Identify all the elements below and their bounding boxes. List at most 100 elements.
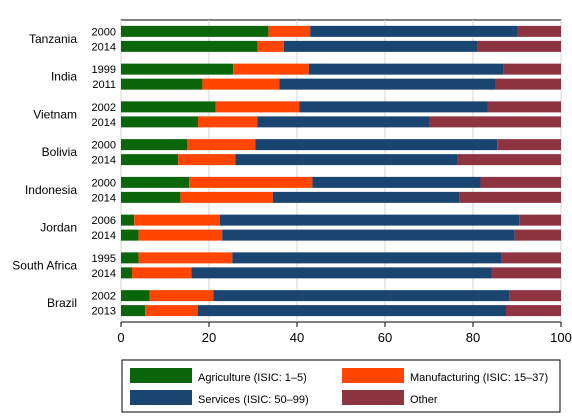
bar-segment — [268, 25, 311, 37]
bar-segment — [121, 229, 139, 241]
year-label: 2000 — [92, 140, 116, 152]
legend-box — [121, 359, 561, 413]
bar-segment — [487, 101, 561, 113]
bar-segment — [497, 139, 561, 151]
bar-segment — [198, 116, 258, 128]
bar-segment — [178, 154, 236, 166]
bar-segment — [310, 25, 518, 37]
year-label: 2014 — [92, 155, 116, 167]
bar-segment — [132, 267, 192, 279]
bar-segment — [121, 40, 258, 52]
bar-segment — [121, 214, 135, 226]
bar-segment — [121, 139, 187, 151]
bar-segment — [222, 229, 515, 241]
bar-segment — [279, 78, 495, 90]
year-label: 2014 — [92, 268, 116, 280]
bar-segment — [491, 267, 561, 279]
x-tick-label: 0 — [117, 330, 124, 345]
country-label: Vietnam — [33, 107, 77, 121]
country-label: South Africa — [12, 258, 77, 272]
bar-segment — [121, 78, 203, 90]
bar-segment — [257, 116, 429, 128]
country-label: Indonesia — [25, 183, 77, 197]
bar-segment — [215, 101, 300, 113]
year-label: 2000 — [92, 177, 116, 189]
x-tick-label: 100 — [550, 330, 572, 345]
bar-segment — [180, 191, 273, 203]
bar-segment — [121, 191, 181, 203]
bar-segment — [308, 63, 504, 75]
bar-segment — [220, 214, 520, 226]
bar-segment — [138, 252, 233, 264]
x-tick-label: 40 — [290, 330, 304, 345]
legend-label: Agriculture (ISIC: 1–5) — [198, 372, 307, 384]
year-label: 2002 — [92, 291, 116, 303]
year-label: 2014 — [92, 41, 116, 53]
bar-segment — [213, 290, 510, 302]
legend-swatch — [342, 368, 404, 383]
bar-segment — [312, 176, 481, 188]
bar-segment — [149, 290, 214, 302]
bar-segment — [272, 191, 460, 203]
year-label: 2011 — [92, 79, 116, 91]
year-label: 2006 — [92, 215, 116, 227]
bar-segment — [189, 176, 313, 188]
bar-segment — [187, 139, 256, 151]
country-label: Bolivia — [42, 145, 78, 159]
year-label: 2000 — [92, 26, 116, 38]
legend-label: Services (ISIC: 50–99) — [198, 394, 309, 406]
bar-segment — [121, 176, 190, 188]
bar-segment — [429, 116, 561, 128]
bar-segment — [495, 78, 561, 90]
bar-segment — [283, 40, 478, 52]
year-label: 1995 — [92, 253, 116, 265]
bar-segment — [255, 139, 498, 151]
bar-segment — [134, 214, 220, 226]
bar-segment — [519, 214, 561, 226]
bar-segment — [232, 252, 502, 264]
bar-segment — [121, 101, 216, 113]
year-label: 2002 — [92, 102, 116, 114]
bar-segment — [233, 63, 309, 75]
x-tick-label: 20 — [202, 330, 216, 345]
legend-label: Other — [410, 394, 438, 406]
bars — [121, 25, 561, 317]
bar-segment — [501, 252, 561, 264]
year-label: 2014 — [92, 230, 116, 242]
bar-segment — [506, 305, 561, 317]
bar-segment — [514, 229, 561, 241]
bar-segment — [121, 267, 132, 279]
legend: Agriculture (ISIC: 1–5) Manufacturing (IS… — [121, 359, 561, 413]
bar-segment — [121, 63, 234, 75]
year-label: 1999 — [92, 64, 116, 76]
country-label: Jordan — [40, 221, 77, 235]
bar-segment — [235, 154, 458, 166]
legend-swatch — [130, 368, 192, 383]
year-label: 2014 — [92, 117, 116, 129]
x-tick-label: 60 — [378, 330, 392, 345]
bar-segment — [457, 154, 561, 166]
year-label: 2014 — [92, 192, 116, 204]
legend-swatch — [130, 390, 192, 405]
bar-segment — [480, 176, 561, 188]
bar-segment — [121, 252, 139, 264]
bar-segment — [121, 116, 198, 128]
country-label: Tanzania — [29, 32, 77, 46]
legend-swatch — [342, 390, 404, 405]
bar-segment — [138, 229, 223, 241]
bar-segment — [477, 40, 561, 52]
bar-segment — [121, 25, 269, 37]
country-label: India — [51, 70, 77, 84]
legend-label: Manufacturing (ISIC: 15–37) — [410, 372, 548, 384]
bar-segment — [459, 191, 561, 203]
x-axis: 0 20 40 60 80 100 — [117, 322, 572, 345]
year-label: 2013 — [92, 306, 116, 318]
bar-segment — [299, 101, 488, 113]
country-label: Brazil — [47, 296, 77, 310]
x-tick-label: 80 — [466, 330, 480, 345]
bar-segment — [191, 267, 492, 279]
bar-segment — [503, 63, 561, 75]
bar-segment — [257, 40, 284, 52]
bar-segment — [198, 305, 506, 317]
